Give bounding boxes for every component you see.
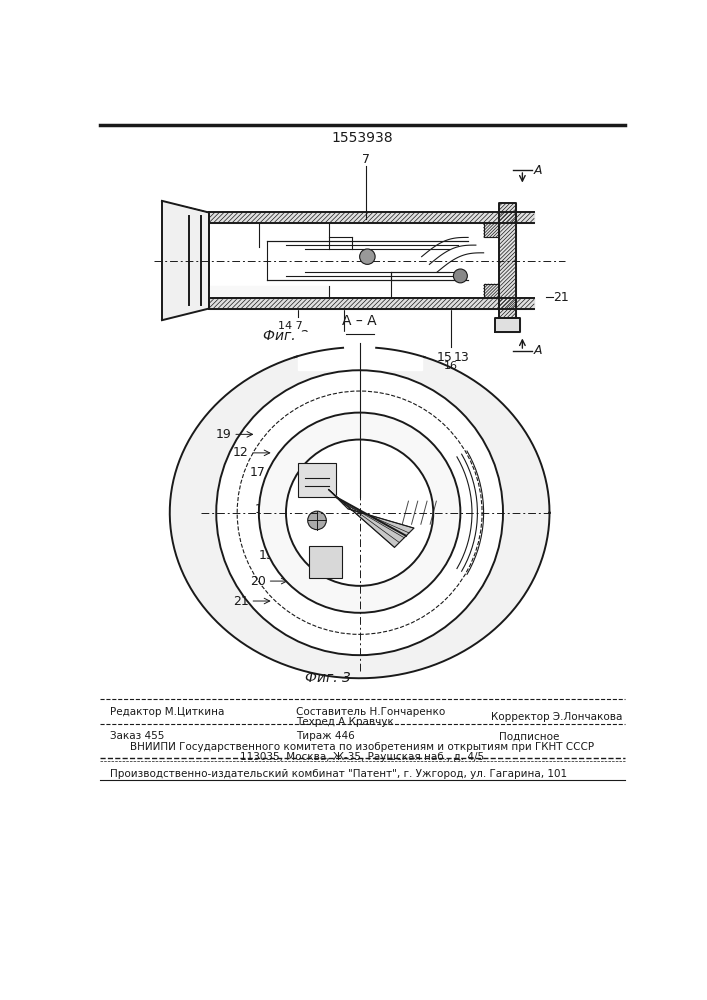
Text: А: А [534, 344, 542, 358]
Text: Тираж 446: Тираж 446 [296, 731, 355, 741]
Polygon shape [329, 490, 414, 547]
Text: 18: 18 [255, 503, 270, 516]
Polygon shape [209, 286, 329, 298]
Circle shape [453, 269, 467, 283]
Polygon shape [170, 347, 549, 678]
Text: Корректор Э.Лончакова: Корректор Э.Лончакова [491, 712, 623, 722]
Circle shape [259, 413, 460, 613]
Text: ВНИИПИ Государственного комитета по изобретениям и открытиям при ГКНТ СССР: ВНИИПИ Государственного комитета по изоб… [130, 742, 594, 752]
Text: Редактор М.Циткина: Редактор М.Циткина [110, 707, 224, 717]
Text: 12: 12 [233, 446, 249, 459]
Text: 13: 13 [259, 549, 274, 562]
Polygon shape [499, 203, 516, 318]
Polygon shape [237, 391, 482, 634]
Circle shape [360, 249, 375, 264]
Text: 21: 21 [233, 595, 249, 608]
Text: Техред А.Кравчук: Техред А.Кравчук [296, 717, 394, 727]
Text: 16: 16 [444, 361, 458, 371]
Text: А – А: А – А [342, 314, 377, 328]
Text: 14 7: 14 7 [278, 321, 303, 331]
Text: Фиг. 3: Фиг. 3 [305, 671, 351, 685]
Text: Заказ 455: Заказ 455 [110, 731, 165, 741]
Text: 7: 7 [362, 153, 370, 166]
Polygon shape [298, 332, 421, 370]
Text: 15: 15 [437, 351, 452, 364]
Text: 17: 17 [250, 466, 266, 479]
Polygon shape [484, 284, 499, 298]
Bar [309, 546, 341, 578]
Text: 19: 19 [216, 428, 232, 441]
Text: 13: 13 [454, 351, 469, 364]
Polygon shape [216, 370, 503, 655]
Polygon shape [162, 201, 209, 320]
Polygon shape [209, 298, 534, 309]
Text: 21: 21 [554, 291, 569, 304]
Text: 113035, Москва, Ж-35, Раушская наб., д. 4/5: 113035, Москва, Ж-35, Раушская наб., д. … [240, 752, 484, 762]
Text: 12: 12 [337, 351, 352, 364]
Text: Подписное: Подписное [499, 731, 559, 741]
Circle shape [286, 440, 433, 586]
Text: А: А [534, 164, 542, 177]
Text: 1553938: 1553938 [331, 131, 393, 145]
Bar [298, 463, 337, 497]
Text: Составитель Н.Гончаренко: Составитель Н.Гончаренко [296, 707, 445, 717]
Text: 20: 20 [250, 575, 266, 588]
Polygon shape [495, 318, 520, 332]
Circle shape [308, 511, 327, 530]
Polygon shape [484, 223, 499, 237]
Text: Производственно-издательский комбинат "Патент", г. Ужгород, ул. Гагарина, 101: Производственно-издательский комбинат "П… [110, 769, 567, 779]
Text: Фиг. 2: Фиг. 2 [263, 329, 309, 343]
Polygon shape [209, 212, 534, 223]
